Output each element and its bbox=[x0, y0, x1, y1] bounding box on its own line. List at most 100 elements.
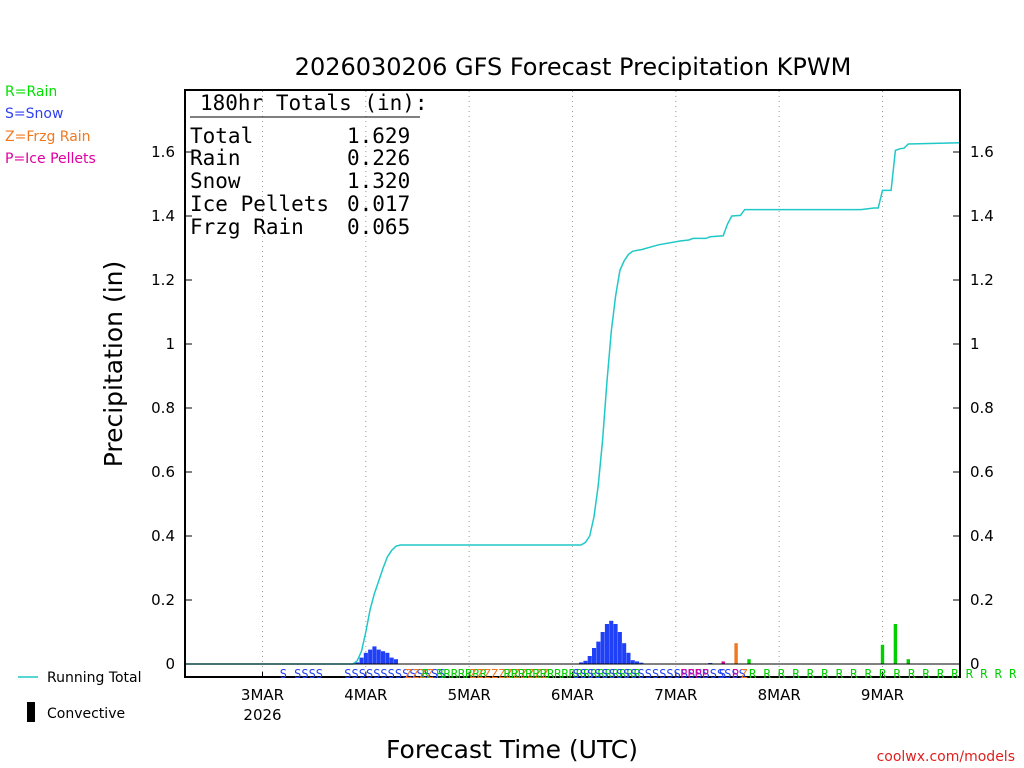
y-tick-label-right-3: 0.6 bbox=[970, 463, 994, 481]
running-total-legend-label: Running Total bbox=[47, 670, 142, 686]
type-legend-rain: R=Rain bbox=[5, 84, 57, 100]
type-strip-2: ZZZZ bbox=[405, 667, 434, 681]
y-axis-title: Precipitation (in) bbox=[99, 261, 128, 468]
type-legend: R=Rain S=Snow Z=Frzg Rain P=Ice Pellets bbox=[5, 84, 96, 167]
footer-credit: coolwx.com/models bbox=[877, 749, 1015, 765]
precip-bar-13 bbox=[592, 648, 597, 664]
precip-bar-28 bbox=[747, 659, 751, 664]
totals-value-snow: 1.320 bbox=[347, 169, 410, 193]
y-tick-label-left-1: 0.2 bbox=[151, 591, 175, 609]
precip-bar-18 bbox=[613, 624, 618, 664]
precip-bar-30 bbox=[893, 624, 898, 664]
y-tick-label-left-7: 1.4 bbox=[151, 207, 175, 225]
x-tick-label-1: 4MAR bbox=[344, 686, 387, 704]
y-tick-label-left-6: 1.2 bbox=[151, 271, 175, 289]
y-tick-label-right-6: 1.2 bbox=[970, 271, 994, 289]
running-total-line bbox=[185, 141, 961, 665]
x-tick-label-5: 8MAR bbox=[758, 686, 801, 704]
type-strip-4: ZZZZZZZZZZZ bbox=[469, 667, 548, 681]
type-strip-10: Z bbox=[740, 667, 747, 681]
type-legend-frzg-rain: Z=Frzg Rain bbox=[5, 129, 91, 145]
x-tick-label-6: 9MAR bbox=[861, 686, 904, 704]
precip-bar-27 bbox=[734, 643, 738, 664]
precip-bar-21 bbox=[626, 652, 631, 664]
precip-bar-12 bbox=[587, 656, 592, 664]
precip-bar-10 bbox=[579, 662, 584, 664]
convective-legend-label: Convective bbox=[47, 706, 125, 722]
type-strip-11: R R R R R R R R R R R R R R R R R R R R bbox=[749, 667, 1024, 681]
precip-bar-8 bbox=[389, 657, 394, 664]
precip-bar-1 bbox=[359, 657, 364, 664]
precip-bar-11 bbox=[583, 660, 588, 664]
totals-value-rain: 0.226 bbox=[347, 146, 410, 170]
y-tick-label-right-2: 0.4 bbox=[970, 527, 994, 545]
y-tick-label-left-4: 0.8 bbox=[151, 399, 175, 417]
precip-bar-4 bbox=[372, 646, 377, 664]
totals-label-snow: Snow bbox=[190, 169, 241, 193]
x-tick-label-2: 5MAR bbox=[448, 686, 491, 704]
type-strip-8: S bbox=[719, 667, 726, 681]
convective-swatch bbox=[27, 702, 35, 722]
y-tick-label-right-8: 1.6 bbox=[970, 143, 994, 161]
plot-frame bbox=[184, 89, 961, 678]
totals-label-total: Total bbox=[190, 124, 253, 148]
y-tick-label-right-7: 1.4 bbox=[970, 207, 994, 225]
precip-bar-19 bbox=[617, 632, 622, 664]
x-tick-label-4: 7MAR bbox=[654, 686, 697, 704]
y-tick-label-left-5: 1 bbox=[165, 335, 175, 353]
y-tick-label-right-0: 0 bbox=[970, 655, 980, 673]
precip-bar-23 bbox=[635, 661, 640, 664]
totals-box: 180hr Totals (in): Total 1.629 Rain 0.22… bbox=[190, 91, 428, 239]
y-axis-right: 0 0.2 0.4 0.6 0.8 1 1.2 1.4 1.6 bbox=[953, 143, 994, 673]
totals-label-rain: Rain bbox=[190, 146, 241, 170]
totals-value-frzg-rain: 0.065 bbox=[347, 215, 410, 239]
x-tick-label-0: 3MAR bbox=[241, 686, 284, 704]
precip-bar-26 bbox=[721, 661, 725, 664]
totals-label-ice-pellets: Ice Pellets bbox=[190, 192, 329, 216]
x-axis-title: Forecast Time (UTC) bbox=[386, 735, 638, 764]
precip-bar-15 bbox=[600, 632, 605, 664]
precip-bar-3 bbox=[368, 649, 373, 664]
precip-bar-29 bbox=[880, 644, 885, 664]
precip-bar-31 bbox=[906, 659, 910, 664]
y-tick-label-right-1: 0.2 bbox=[970, 591, 994, 609]
precip-bar-6 bbox=[381, 651, 386, 664]
precip-bar-7 bbox=[385, 652, 390, 664]
precip-bar-24 bbox=[639, 662, 644, 664]
precip-bar-17 bbox=[609, 620, 614, 664]
type-strip-5: RRRRRRRRRRRRRRRRRRR bbox=[504, 667, 642, 681]
x-tick-sublabel-0: 2026 bbox=[243, 706, 281, 724]
type-legend-ice-pellets: P=Ice Pellets bbox=[5, 151, 96, 167]
y-axis-left: 0 0.2 0.4 0.6 0.8 1 1.2 1.4 1.6 bbox=[151, 143, 192, 673]
y-tick-label-right-5: 1 bbox=[970, 335, 980, 353]
totals-value-ice-pellets: 0.017 bbox=[347, 192, 410, 216]
precip-bar-9 bbox=[393, 659, 398, 664]
type-strip-0: S SSSS bbox=[280, 667, 323, 681]
precip-bars bbox=[355, 620, 910, 664]
precip-bar-0 bbox=[355, 662, 360, 664]
y-tick-label-left-2: 0.4 bbox=[151, 527, 175, 545]
y-tick-label-left-0: 0 bbox=[165, 655, 175, 673]
precip-bar-2 bbox=[363, 652, 368, 664]
series-legend: Running Total Convective bbox=[18, 670, 142, 722]
totals-heading: 180hr Totals (in): bbox=[200, 91, 428, 115]
chart-title: 2026030206 GFS Forecast Precipitation KP… bbox=[295, 53, 852, 81]
type-strip-9: P bbox=[732, 667, 739, 681]
y-tick-label-right-4: 0.8 bbox=[970, 399, 994, 417]
precip-bar-14 bbox=[596, 641, 601, 664]
totals-value-total: 1.629 bbox=[347, 124, 410, 148]
precip-bar-20 bbox=[622, 643, 627, 664]
precip-bar-22 bbox=[630, 660, 635, 664]
type-strip-1: SSSSSSSSSSSSSS bbox=[344, 667, 445, 681]
totals-label-frzg-rain: Frzg Rain bbox=[190, 215, 304, 239]
precip-bar-16 bbox=[604, 624, 609, 664]
type-legend-snow: S=Snow bbox=[5, 106, 63, 122]
x-axis: 3MAR 2026 4MAR 5MAR 6MAR 7MAR 8MAR 9MAR bbox=[241, 672, 904, 724]
type-strip-6: SSSSSSSSSSSSSSSSSSSSSSSS bbox=[573, 667, 746, 681]
precip-bar-5 bbox=[376, 649, 381, 664]
type-strip-3: R RRRRRRR bbox=[422, 667, 488, 681]
y-tick-label-left-3: 0.6 bbox=[151, 463, 175, 481]
y-tick-label-left-8: 1.6 bbox=[151, 143, 175, 161]
